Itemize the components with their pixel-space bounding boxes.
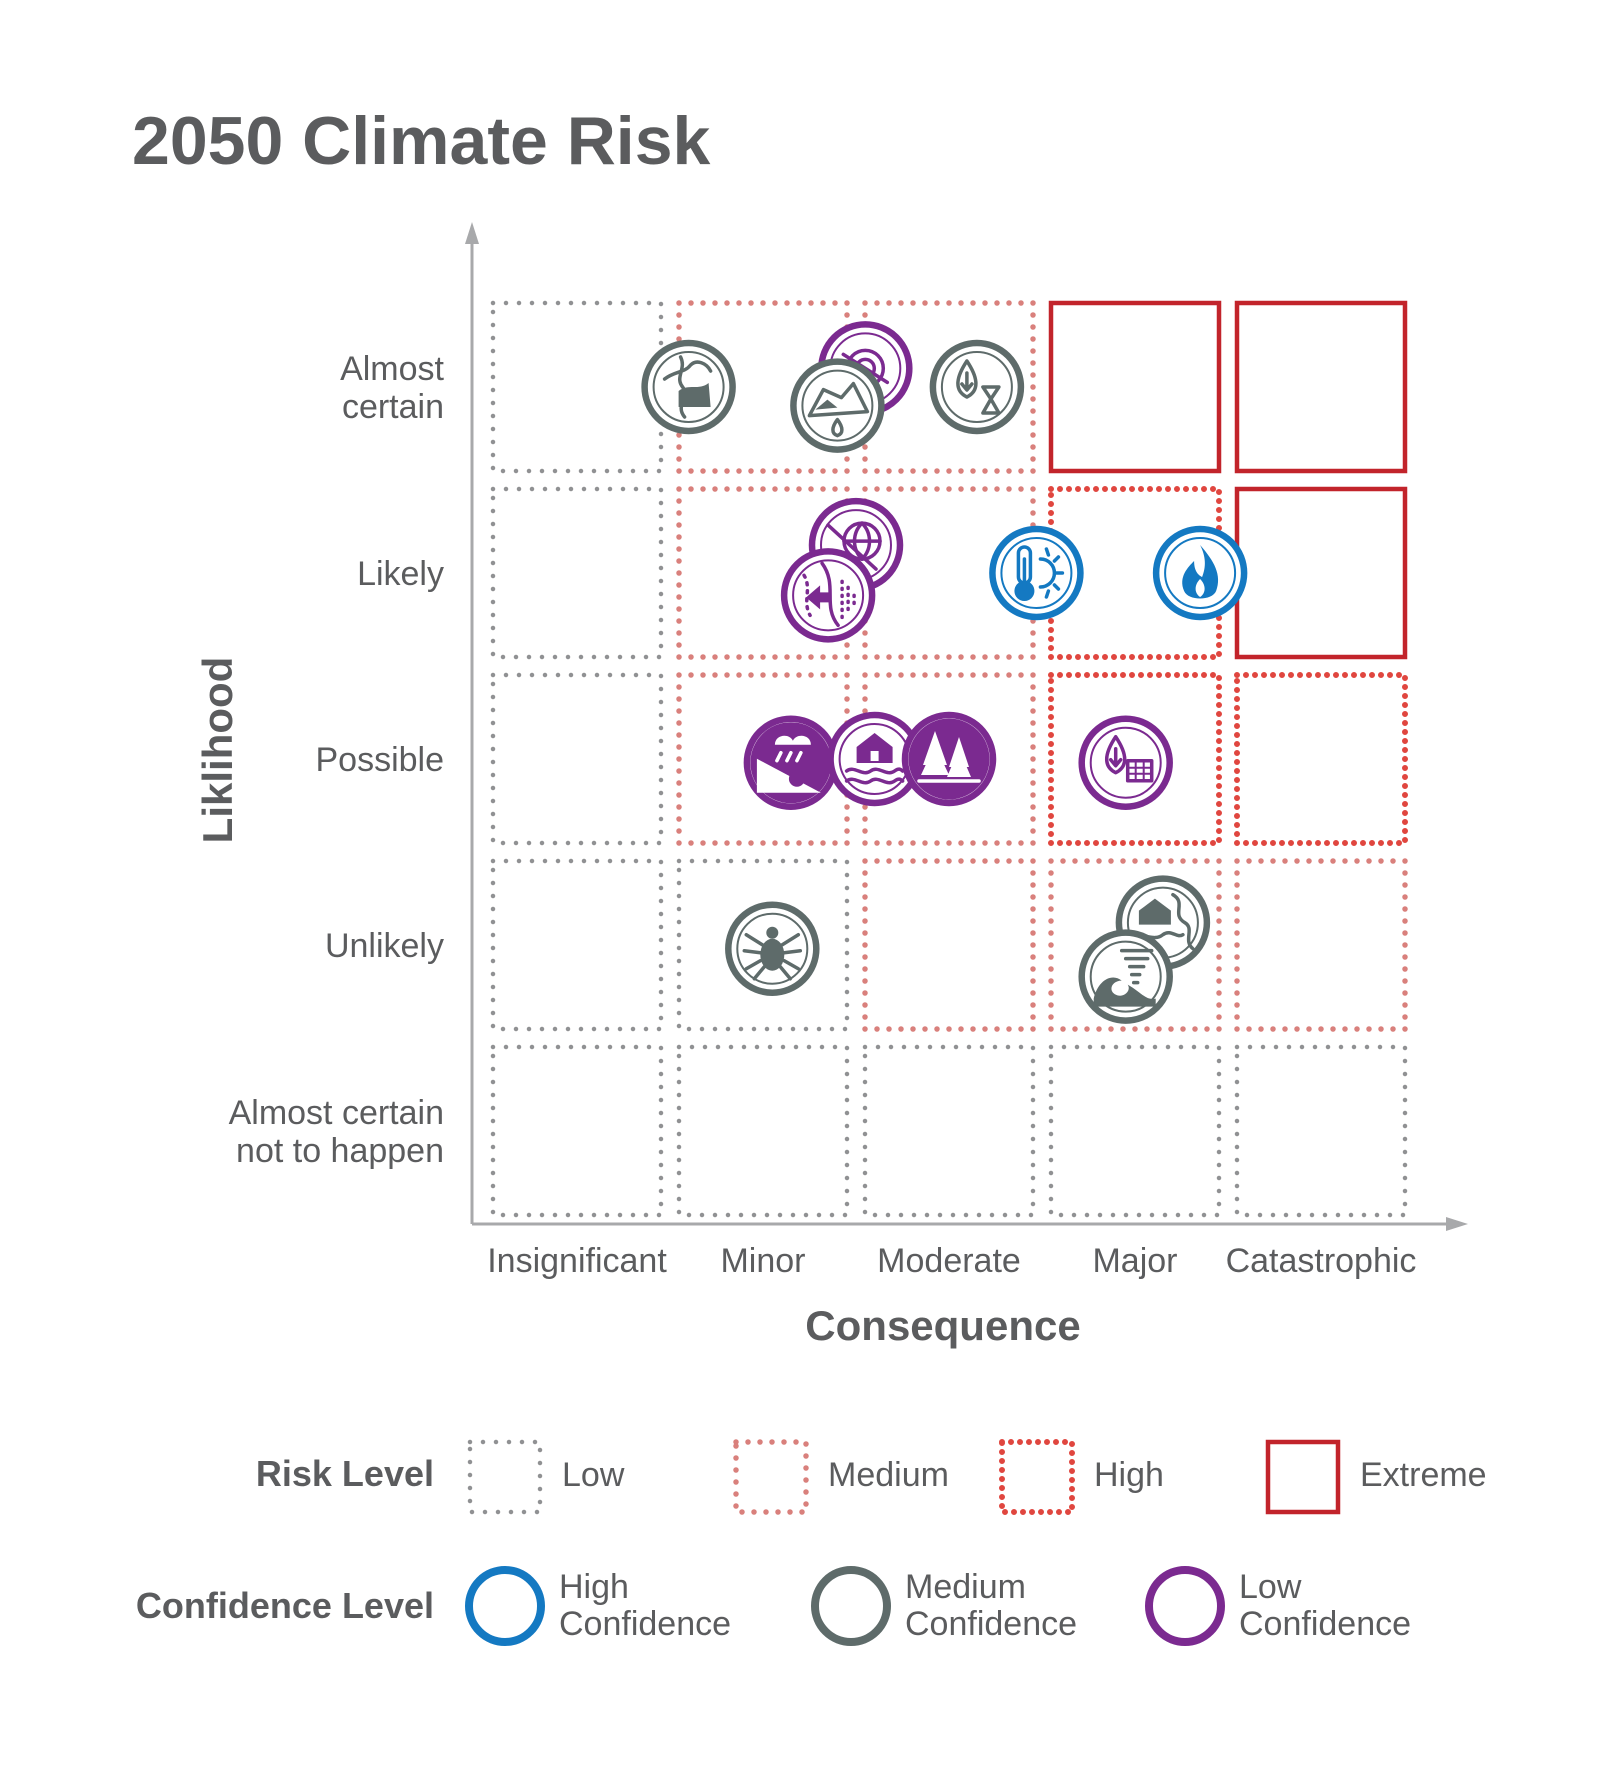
legend-label-low: Low: [562, 1456, 625, 1494]
risk-cell-high: [1234, 672, 1408, 846]
chart-title: 2050 Climate Risk: [132, 103, 711, 179]
risk-cell-extreme: [1234, 300, 1408, 474]
risk-cell-low: [490, 672, 664, 846]
risk-points: [641, 321, 1248, 1024]
legend-confidence-low: Low Confidence: [1239, 1568, 1411, 1643]
water-supply-icon: [1078, 715, 1173, 810]
risk-cell-low: [490, 300, 664, 474]
axes: [465, 222, 1468, 1231]
glacier-melt-icon: [790, 358, 885, 453]
risk-cell-low: [676, 1044, 850, 1218]
legend-confidence-medium: Medium Confidence: [905, 1568, 1077, 1643]
risk-cell-extreme: [1234, 486, 1408, 660]
y-tick-label: Possible: [315, 741, 444, 779]
legend-swatch-low: [467, 1439, 543, 1515]
risk-cell-medium: [862, 858, 1036, 1032]
y-tick-label: Almost certain: [340, 350, 444, 426]
risk-cell-medium: [1048, 858, 1222, 1032]
x-axis-title: Consequence: [805, 1302, 1080, 1349]
forest-change-icon: [901, 711, 997, 807]
legend-circle-high: [465, 1566, 545, 1646]
drought-icon: [929, 339, 1025, 435]
sea-level-rise-icon: [641, 339, 736, 435]
legend-swatch-extreme: [1265, 1439, 1341, 1515]
x-tick-label: Catastrophic: [1226, 1242, 1417, 1280]
legend-circle-low: [1145, 1566, 1225, 1646]
risk-cell-low: [490, 486, 664, 660]
species-migration-icon: [780, 548, 876, 643]
risk-cell-medium: [1234, 858, 1408, 1032]
x-axis-arrow: [1446, 1217, 1468, 1231]
risk-cell-low: [1048, 1044, 1222, 1218]
legend-label-medium: Medium: [828, 1456, 949, 1494]
legend-confidence-high: High Confidence: [559, 1568, 731, 1643]
x-tick-label: Insignificant: [487, 1242, 667, 1280]
legend: Risk Level Low Medium High Extreme Confidence…: [136, 1439, 1487, 1646]
x-tick-label: Moderate: [877, 1242, 1021, 1280]
risk-cell-low: [490, 858, 664, 1032]
extreme-heat-icon: [989, 525, 1084, 621]
legend-circle-medium: [811, 1566, 891, 1646]
risk-cell-low: [490, 1044, 664, 1218]
x-tick-labels: Insignificant Minor Moderate Major Catastrop…: [487, 1242, 1416, 1280]
severe-storm-icon: [1078, 929, 1173, 1024]
y-tick-labels: Almost certain Likely Possible Unlikely Almos…: [229, 350, 445, 1170]
y-tick-label: Almost certain not to happen: [229, 1094, 444, 1170]
y-axis-arrow: [465, 222, 479, 244]
risk-cell-low: [1234, 1044, 1408, 1218]
legend-label-extreme: Extreme: [1360, 1456, 1487, 1494]
y-axis-title: Liklihood: [194, 657, 241, 844]
wildfire-icon: [1152, 525, 1248, 621]
legend-label-high: High: [1094, 1456, 1164, 1494]
legend-swatch-medium: [733, 1439, 809, 1515]
x-tick-label: Major: [1092, 1242, 1177, 1280]
x-tick-label: Minor: [720, 1242, 805, 1280]
risk-cell-extreme: [1048, 300, 1222, 474]
risk-cell-high: [1048, 672, 1222, 846]
confidence-legend-title: Confidence Level: [136, 1585, 434, 1626]
legend-swatch-high: [999, 1439, 1075, 1515]
risk-legend-title: Risk Level: [256, 1453, 434, 1494]
landslide-icon: [743, 715, 839, 810]
flooding-icon: [827, 711, 922, 807]
tick-disease-icon: [725, 901, 820, 996]
y-tick-label: Likely: [357, 555, 444, 593]
risk-cell-low: [862, 1044, 1036, 1218]
y-tick-label: Unlikely: [325, 927, 444, 965]
